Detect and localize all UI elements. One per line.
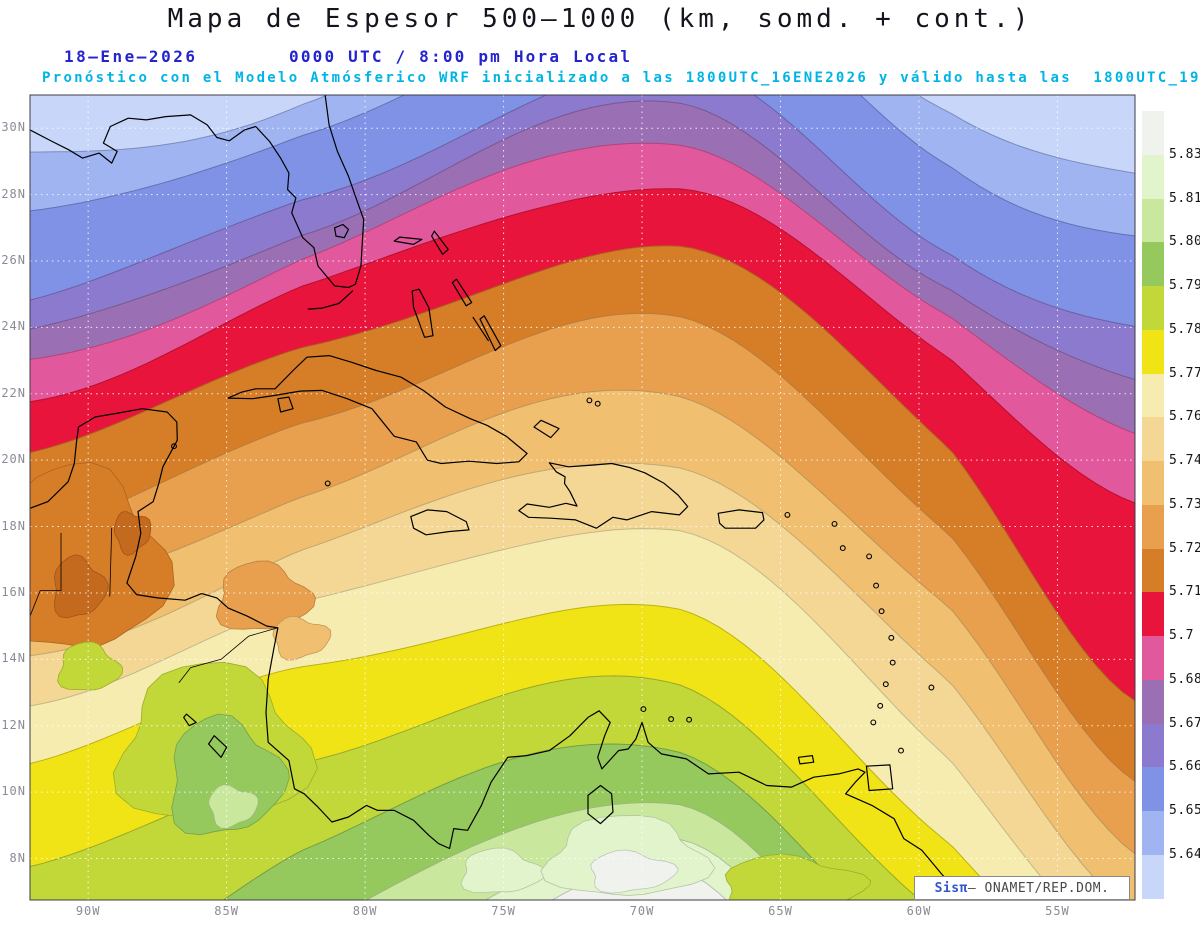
pi-symbol: π [959, 880, 968, 896]
colorbar-swatch [1142, 811, 1164, 856]
lat-tick-label: 30N [1, 120, 26, 135]
lon-tick-label: 55W [1045, 904, 1070, 918]
colorbar-level-label: 5.676 [1169, 715, 1200, 731]
map-field [30, 95, 1135, 900]
coastlines [30, 95, 969, 900]
colorbar-level-label: 5.688 [1169, 671, 1200, 687]
colorbar-swatch [1142, 723, 1164, 768]
colorbar-swatch [1142, 679, 1164, 724]
lon-tick-label: 60W [906, 904, 932, 918]
lat-tick-label: 14N [1, 651, 26, 666]
colorbar-swatch [1142, 111, 1164, 156]
lat-tick-label: 24N [1, 319, 26, 334]
colorbar-level-label: 5.76 [1169, 409, 1200, 425]
colorbar-level-label: 5.807 [1169, 234, 1200, 250]
colorbar-swatch [1142, 154, 1164, 199]
sispi-logo: Sis [934, 880, 960, 896]
lat-tick-label: 20N [1, 452, 26, 467]
attribution-box: Sis π – ONAMET/REP.DOM. [914, 876, 1130, 900]
colorbar-level-label: 5.724 [1169, 540, 1200, 556]
colorbar-swatch [1142, 592, 1164, 637]
colorbar-level-label: 5.831 [1169, 146, 1200, 162]
colorbar-swatch [1142, 329, 1164, 374]
colorbar-level-label: 5.772 [1169, 365, 1200, 381]
colorbar-level-label: 5.748 [1169, 453, 1200, 468]
colorbar-level-label: 5.652 [1169, 803, 1200, 818]
colorbar-swatch [1142, 198, 1164, 243]
page-title: Mapa de Espesor 500–1000 (km, somd. + co… [167, 4, 1033, 34]
lon-tick-label: 85W [214, 904, 239, 918]
map-valid-time: 0000 UTC / 8:00 pm Hora Local [289, 47, 633, 66]
colorbar-swatch [1142, 854, 1164, 899]
colorbar-swatch [1142, 373, 1164, 418]
colorbar-level-label: 5.7 [1169, 628, 1194, 643]
colorbar-swatch [1142, 417, 1164, 462]
colorbar-level-label: 5.64 [1169, 846, 1200, 862]
colorbar-level-label: 5.736 [1169, 496, 1200, 512]
lat-tick-label: 10N [1, 784, 26, 799]
lon-tick-label: 70W [629, 904, 655, 918]
colorbar-swatch [1142, 461, 1164, 506]
colorbar-level-label: 5.819 [1169, 190, 1200, 206]
lon-tick-label: 65W [768, 904, 793, 918]
lat-tick-label: 16N [1, 584, 26, 599]
colorbar-swatch [1142, 548, 1164, 593]
lat-tick-label: 28N [1, 186, 26, 201]
attribution-text: – ONAMET/REP.DOM. [967, 880, 1110, 896]
lat-tick-label: 22N [1, 385, 26, 400]
colorbar-swatch [1142, 286, 1164, 331]
colorbar-swatch [1142, 767, 1164, 812]
lon-tick-label: 75W [491, 904, 516, 918]
lon-tick-label: 90W [75, 904, 101, 918]
colorbar-swatch [1142, 636, 1164, 681]
colorbar-level-label: 5.664 [1169, 759, 1200, 775]
map-frame [29, 94, 1136, 901]
colorbar-level-label: 5.783 [1169, 321, 1200, 337]
forecast-init-line: Pronóstico con el Modelo Atmósferico WRF… [42, 70, 1200, 86]
colorbar-swatch [1142, 504, 1164, 549]
lat-tick-label: 8N [9, 850, 26, 865]
map-date: 18–Ene–2026 [64, 47, 198, 66]
colorbar-level-label: 5.795 [1169, 278, 1200, 293]
colorbar-level-label: 5.712 [1169, 584, 1200, 600]
lat-tick-label: 18N [1, 518, 26, 533]
lon-tick-label: 80W [352, 904, 378, 918]
graticule [30, 95, 1135, 900]
colorbar-swatch [1142, 242, 1164, 287]
lat-tick-label: 26N [1, 252, 26, 267]
lat-tick-label: 12N [1, 717, 26, 732]
